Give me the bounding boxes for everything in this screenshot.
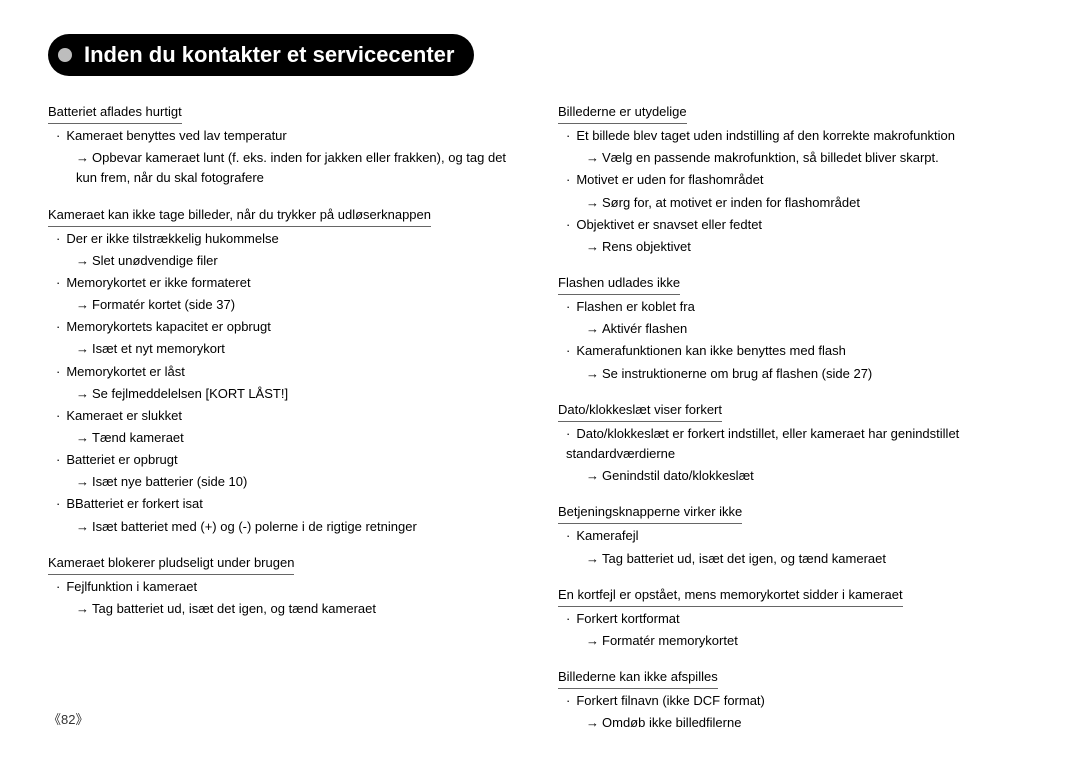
section-heading: Kameraet kan ikke tage billeder, når du … (48, 205, 431, 227)
cause-line: Kamerafunktionen kan ikke benyttes med f… (566, 341, 1032, 361)
solution-line: Slet unødvendige filer (76, 251, 522, 271)
content-columns: Batteriet aflades hurtigtKameraet benytt… (48, 94, 1032, 742)
cause-line: Kameraet er slukket (56, 406, 522, 426)
cause-line: Flashen er koblet fra (566, 297, 1032, 317)
solution-line: Se instruktionerne om brug af flashen (s… (586, 364, 1032, 384)
section-heading: Betjeningsknapperne virker ikke (558, 502, 742, 524)
cause-line: Batteriet er opbrugt (56, 450, 522, 470)
solution-line: Isæt nye batterier (side 10) (76, 472, 522, 492)
solution-line: Isæt et nyt memorykort (76, 339, 522, 359)
page-number: 《82》 (48, 709, 88, 728)
solution-line: Vælg en passende makrofunktion, så bille… (586, 148, 1032, 168)
solution-line: Tag batteriet ud, isæt det igen, og tænd… (586, 549, 1032, 569)
section-heading: En kortfejl er opstået, mens memorykorte… (558, 585, 903, 607)
cause-line: Fejlfunktion i kameraet (56, 577, 522, 597)
solution-line: Isæt batteriet med (+) og (-) polerne i … (76, 517, 522, 537)
solution-line: Sørg for, at motivet er inden for flasho… (586, 193, 1032, 213)
solution-line: Tænd kameraet (76, 428, 522, 448)
solution-line: Rens objektivet (586, 237, 1032, 257)
cause-line: Motivet er uden for flashområdet (566, 170, 1032, 190)
section-heading: Billederne er utydelige (558, 102, 687, 124)
page-title: Inden du kontakter et servicecenter (84, 42, 454, 68)
solution-line: Aktivér flashen (586, 319, 1032, 339)
document-page: { "title":"Inden du kontakter et service… (0, 0, 1080, 766)
page-title-pill: Inden du kontakter et servicecenter (48, 34, 474, 76)
bullet-icon (58, 48, 72, 62)
cause-line: Forkert kortformat (566, 609, 1032, 629)
left-column: Batteriet aflades hurtigtKameraet benytt… (48, 94, 522, 742)
section-heading: Flashen udlades ikke (558, 273, 680, 295)
solution-line: Se fejlmeddelelsen [KORT LÅST!] (76, 384, 522, 404)
solution-line: Formatér kortet (side 37) (76, 295, 522, 315)
cause-line: Memorykortets kapacitet er opbrugt (56, 317, 522, 337)
cause-line: Et billede blev taget uden indstilling a… (566, 126, 1032, 146)
cause-line: Kamerafejl (566, 526, 1032, 546)
solution-line: Tag batteriet ud, isæt det igen, og tænd… (76, 599, 522, 619)
cause-line: BBatteriet er forkert isat (56, 494, 522, 514)
cause-line: Kameraet benyttes ved lav temperatur (56, 126, 522, 146)
solution-line: Opbevar kameraet lunt (f. eks. inden for… (76, 148, 522, 188)
solution-line: Omdøb ikke billedfilerne (586, 713, 1032, 733)
right-column: Billederne er utydeligeEt billede blev t… (558, 94, 1032, 742)
cause-line: Der er ikke tilstrækkelig hukommelse (56, 229, 522, 249)
cause-line: Dato/klokkeslæt er forkert indstillet, e… (566, 424, 1032, 464)
cause-line: Memorykortet er låst (56, 362, 522, 382)
solution-line: Formatér memorykortet (586, 631, 1032, 651)
solution-line: Genindstil dato/klokkeslæt (586, 466, 1032, 486)
cause-line: Forkert filnavn (ikke DCF format) (566, 691, 1032, 711)
section-heading: Billederne kan ikke afspilles (558, 667, 718, 689)
section-heading: Kameraet blokerer pludseligt under bruge… (48, 553, 294, 575)
cause-line: Objektivet er snavset eller fedtet (566, 215, 1032, 235)
cause-line: Memorykortet er ikke formateret (56, 273, 522, 293)
section-heading: Batteriet aflades hurtigt (48, 102, 182, 124)
section-heading: Dato/klokkeslæt viser forkert (558, 400, 722, 422)
